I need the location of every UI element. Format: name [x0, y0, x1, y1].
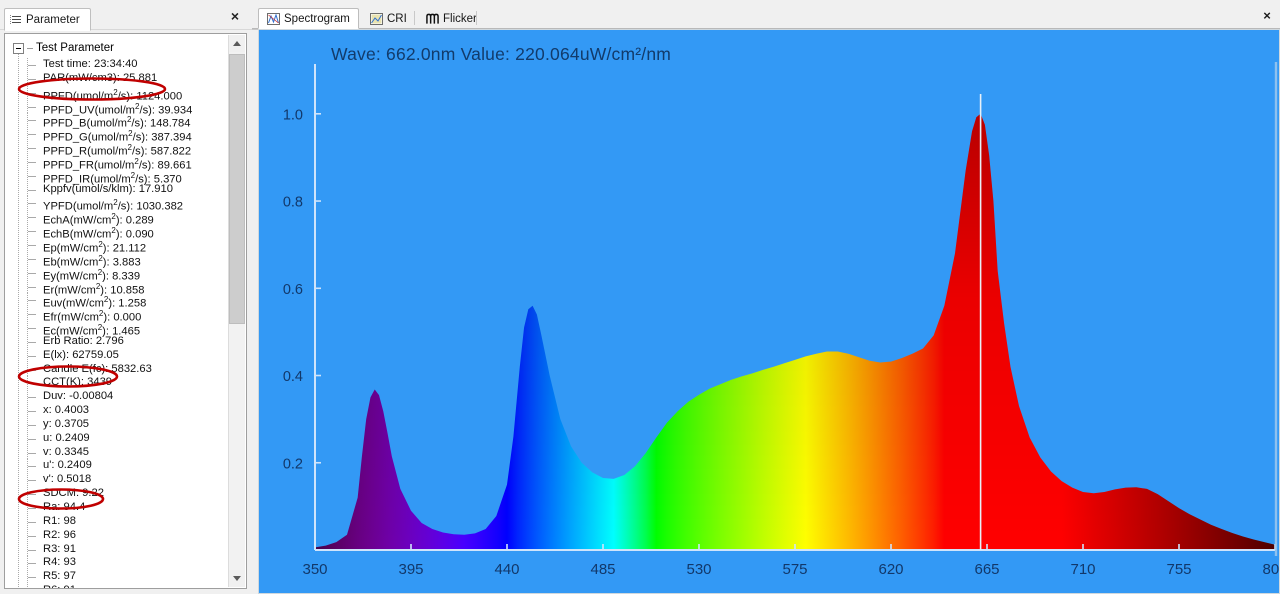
tab-cri[interactable]: CRI	[362, 8, 415, 29]
tab-spectrogram[interactable]: Spectrogram	[258, 8, 359, 29]
chevron-down-icon	[233, 576, 241, 581]
parameter-item[interactable]: u: 0.2409	[27, 431, 231, 446]
spectrum-plot[interactable]: 0.2 0.4 0.6 0.8 1.0 350 395 440 485 530 575 620 665 7…	[259, 30, 1280, 594]
parameter-tab-row: Parameter ×	[0, 0, 252, 31]
main-view-close-icon[interactable]: ×	[1263, 7, 1271, 23]
parameter-list: Test time: 23:34:40 PAR(mW/cm3): 25.881 PP…	[27, 58, 231, 588]
chevron-up-icon	[233, 41, 241, 46]
parameter-item[interactable]: PPFD_B(umol/m2/s): 148.784	[27, 113, 231, 130]
parameter-item[interactable]: R4: 93	[27, 556, 231, 571]
tab-flicker[interactable]: Flicker	[418, 8, 485, 29]
tree-root-label: Test Parameter	[36, 42, 114, 54]
tab-parameter[interactable]: Parameter	[4, 8, 91, 31]
tree-guide-line	[18, 52, 19, 588]
tab-parameter-label: Parameter	[26, 13, 80, 26]
parameter-item[interactable]: y: 0.3705	[27, 417, 231, 432]
tree-collapse-icon[interactable]	[13, 42, 24, 54]
x-tick-label: 395	[398, 561, 423, 578]
x-tick-label: 710	[1070, 561, 1095, 578]
cri-icon	[370, 12, 383, 25]
x-tick-label: 800	[1262, 561, 1280, 578]
parameter-item[interactable]: R1: 98	[27, 514, 231, 529]
y-tick-label: 0.8	[283, 195, 303, 211]
parameter-tree-container: Test Parameter Test time: 23:34:40 PAR(mW…	[4, 33, 247, 589]
parameter-item[interactable]: v: 0.3345	[27, 445, 231, 460]
tab-separator-3	[476, 11, 477, 25]
x-tick-label: 530	[686, 561, 711, 578]
scroll-up-button[interactable]	[229, 35, 245, 52]
tab-flicker-label: Flicker	[443, 12, 477, 25]
parameter-item[interactable]: Erb Ratio: 2.796	[27, 334, 231, 349]
parameter-item[interactable]: PPFD_G(umol/m2/s): 387.394	[27, 127, 231, 144]
drag-grip-icon	[10, 15, 21, 24]
parameter-item[interactable]: PPFD_IR(umol/m2/s): 5.370	[27, 168, 231, 185]
x-tick-label: 620	[878, 561, 903, 578]
scrollbar-thumb[interactable]	[229, 54, 245, 324]
parameter-item[interactable]: CCT(K): 3439	[27, 376, 231, 391]
x-tick-label: 575	[782, 561, 807, 578]
x-tick-label: 485	[590, 561, 615, 578]
parameter-item[interactable]: R2: 96	[27, 528, 231, 543]
parameter-item[interactable]: u': 0.2409	[27, 459, 231, 474]
x-tick-label: 755	[1166, 561, 1191, 578]
parameter-tree: Test Parameter Test time: 23:34:40 PAR(mW…	[5, 34, 231, 588]
parameter-item[interactable]: Er(mW/cm2): 10.858	[27, 279, 231, 296]
parameter-item[interactable]: R5: 97	[27, 570, 231, 584]
y-tick-label: 1.0	[283, 107, 303, 123]
spectrogram-chart[interactable]: Wave: 662.0nm Value: 220.064uW/cm²/nm 0.…	[258, 29, 1280, 594]
parameter-item[interactable]: Euv(mW/cm2): 1.258	[27, 293, 231, 310]
parameter-item[interactable]: SDCM: 9.22	[27, 487, 231, 501]
parameter-item[interactable]: EchA(mW/cm2): 0.289	[27, 210, 231, 227]
tab-cri-label: CRI	[387, 12, 407, 25]
parameter-item[interactable]: E(lx): 62759.05	[27, 348, 231, 363]
parameter-item[interactable]: x: 0.4003	[27, 404, 231, 418]
parameter-item[interactable]: Test time: 23:34:40	[27, 58, 231, 72]
parameter-item[interactable]: EchB(mW/cm2): 0.090	[27, 224, 231, 241]
parameter-item[interactable]: PPFD(umol/m2/s): 1124.000	[27, 85, 231, 102]
parameter-item[interactable]: Duv: -0.00804	[27, 390, 231, 404]
y-tick-label: 0.4	[283, 369, 303, 385]
parameter-item[interactable]: Ep(mW/cm2): 21.112	[27, 237, 231, 255]
parameter-item[interactable]: YPFD(umol/m2/s): 1030.382	[27, 196, 231, 213]
parameter-item[interactable]: R3: 91	[27, 542, 231, 557]
parameter-item[interactable]: PPFD_FR(umol/m2/s): 89.661	[27, 154, 231, 172]
parameter-item[interactable]: Ec(mW/cm2): 1.465	[27, 321, 231, 338]
parameter-item[interactable]: PAR(mW/cm3): 25.881	[27, 71, 231, 86]
flicker-icon	[426, 13, 439, 24]
tree-branch-line	[27, 47, 33, 49]
x-tick-label: 440	[494, 561, 519, 578]
parameter-item[interactable]: PPFD_UV(umol/m2/s): 39.934	[27, 99, 231, 116]
parameter-item[interactable]: v': 0.5018	[27, 473, 231, 488]
spectrogram-icon	[267, 12, 280, 25]
tab-separator-2	[414, 11, 415, 25]
parameter-item[interactable]: PPFD_R(umol/m2/s): 587.822	[27, 141, 231, 158]
parameter-tree-scrollbar[interactable]	[228, 35, 245, 587]
parameter-dock-panel: Parameter × Test Parameter Test time: 23…	[0, 0, 252, 594]
parameter-item[interactable]: Ra: 94.4	[27, 501, 231, 515]
parameter-item[interactable]: Ey(mW/cm2): 8.339	[27, 265, 231, 282]
parameter-item[interactable]: Eb(mW/cm2): 3.883	[27, 251, 231, 269]
parameter-item[interactable]: Kppfv(umol/s/klm): 17.910	[27, 182, 231, 197]
y-tick-label: 0.2	[283, 456, 303, 472]
spectrum-shading	[315, 113, 1275, 550]
parameter-item[interactable]: R6: 91	[27, 584, 231, 588]
y-tick-label: 0.6	[283, 282, 303, 298]
main-content-area: Spectrogram CRI Flicker ×	[252, 0, 1280, 594]
x-tick-label: 665	[974, 561, 999, 578]
parameter-panel-close-icon[interactable]: ×	[230, 8, 240, 24]
parameter-item[interactable]: Efr(mW/cm2): 0.000	[27, 307, 231, 324]
x-tick-label: 350	[302, 561, 327, 578]
view-tabstrip: Spectrogram CRI Flicker ×	[252, 0, 1280, 30]
cursor-readout-label: Wave: 662.0nm Value: 220.064uW/cm²/nm	[331, 44, 672, 64]
tree-root-node[interactable]: Test Parameter	[13, 42, 114, 54]
scroll-down-button[interactable]	[229, 570, 245, 587]
parameter-item[interactable]: Candle E(fc): 5832.63	[27, 362, 231, 377]
tab-spectrogram-label: Spectrogram	[284, 12, 350, 25]
